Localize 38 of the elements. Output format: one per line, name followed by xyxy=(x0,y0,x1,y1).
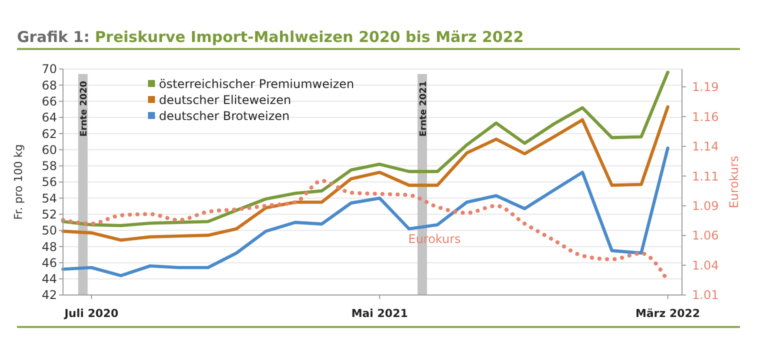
y-tick-label: 44 xyxy=(42,272,57,286)
band-label: Ernte 2020 xyxy=(79,81,90,137)
y-axis-title: Fr. pro 100 kg xyxy=(12,144,25,220)
y-tick-label: 52 xyxy=(42,207,57,222)
line-series xyxy=(61,105,670,242)
legend-label: deutscher Eliteweizen xyxy=(159,93,292,108)
y-tick-label: 54 xyxy=(42,191,57,206)
y-tick-label: 62 xyxy=(42,126,57,141)
y-tick-label: 50 xyxy=(42,224,57,238)
x-tick-label: März 2022 xyxy=(635,307,700,320)
y2-tick-label: 1.06 xyxy=(692,228,719,243)
y-tick-label: 64 xyxy=(42,110,57,125)
y-tick-label: 68 xyxy=(42,78,57,92)
y2-tick-label: 1.09 xyxy=(692,198,719,213)
y-tick-label: 42 xyxy=(42,288,57,302)
line-series xyxy=(61,70,670,228)
line-series xyxy=(61,146,670,278)
y-tick-label: 58 xyxy=(42,159,57,174)
y2-tick-label: 1.16 xyxy=(692,110,719,124)
y2-tick-label: 1.14 xyxy=(692,140,719,154)
y-tick-label: 56 xyxy=(42,175,57,190)
series-label: Eurokurs xyxy=(408,232,461,246)
y-tick-label: 48 xyxy=(42,240,57,254)
y-tick-label: 60 xyxy=(42,142,57,157)
y2-tick-label: 1.01 xyxy=(692,288,719,302)
band-label: Ernte 2021 xyxy=(418,81,429,137)
x-tick-label: Juli 2020 xyxy=(63,307,119,320)
y2-tick-label: 1.19 xyxy=(692,80,719,94)
chart-title: Grafik 1: Preiskurve Import-Mahlweizen 2020 bis März 2022 xyxy=(17,28,524,46)
y-tick-label: 70 xyxy=(42,62,57,76)
x-tick-label: Mai 2021 xyxy=(351,307,408,320)
legend-label: österreichischer Premiumweizen xyxy=(159,77,354,92)
y-tick-label: 66 xyxy=(42,94,57,108)
legend-label: deutscher Brotweizen xyxy=(159,109,290,124)
y-tick-label: 46 xyxy=(42,256,57,270)
y2-tick-label: 1.04 xyxy=(692,258,719,272)
y2-axis-title: Eurokurs xyxy=(727,156,741,208)
y2-tick-label: 1.11 xyxy=(692,169,719,184)
